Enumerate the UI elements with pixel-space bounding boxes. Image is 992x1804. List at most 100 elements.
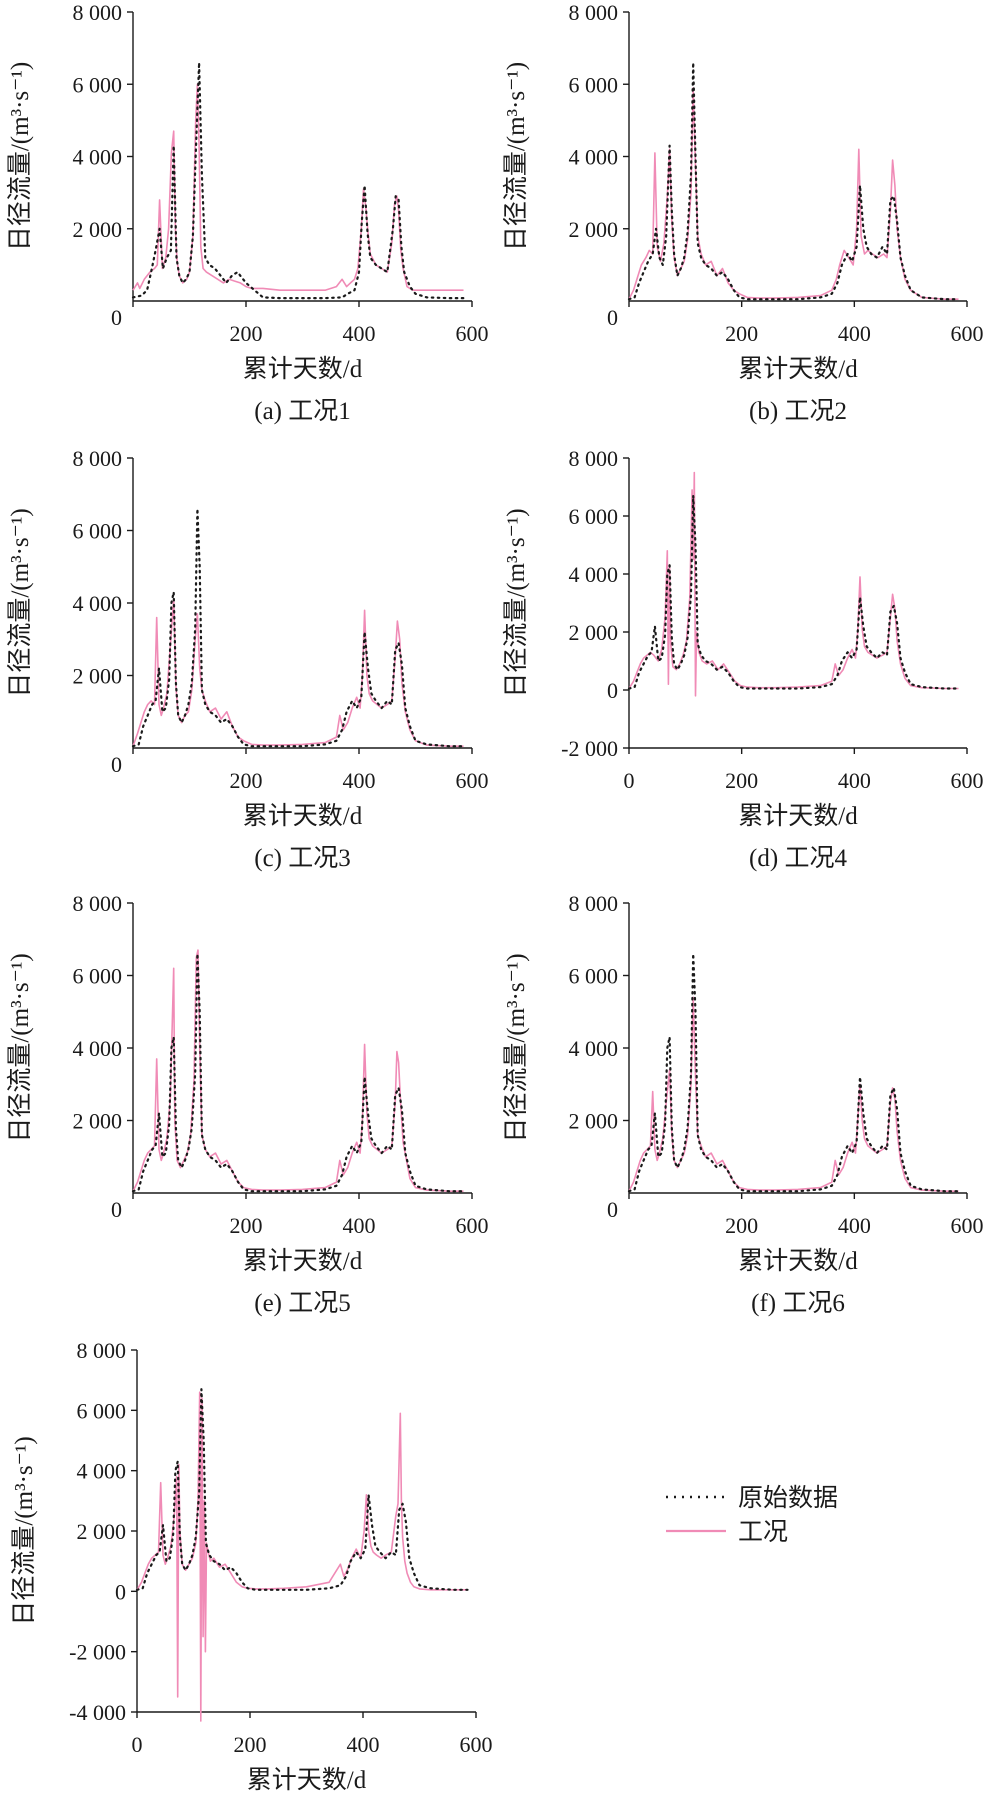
y-tick-label: 4 000 <box>569 1036 619 1061</box>
x-tick-label: 600 <box>951 1213 984 1238</box>
y-tick-label: 0 <box>607 678 618 703</box>
y-tick-label: 8 000 <box>569 0 619 25</box>
series-original-line <box>627 61 960 301</box>
series-case-line <box>628 996 959 1192</box>
x-tick-label: 200 <box>725 1213 758 1238</box>
series-original-line <box>627 952 960 1193</box>
legend: 原始数据 工况 <box>666 1484 838 1546</box>
origin-label: 0 <box>111 752 122 777</box>
x-tick-label: 600 <box>951 321 984 346</box>
y-axis-title: 日径流量/(m³·s⁻¹) <box>6 508 34 697</box>
panel-caption: (c) 工况3 <box>254 845 351 872</box>
y-tick-label: 6 000 <box>73 964 123 989</box>
y-tick-label: -2 000 <box>561 736 618 761</box>
x-tick-label: 600 <box>456 321 489 346</box>
x-tick-label: 400 <box>838 321 871 346</box>
y-tick-label: 8 000 <box>73 446 123 471</box>
y-tick-label: 2 000 <box>569 1109 619 1134</box>
chart-panels: 2 000 4 000 6 000 8 000 0 200 400 600 累计天数/d 日径流量… <box>6 0 984 1794</box>
series-case-line <box>132 949 464 1192</box>
legend-case-label: 工况 <box>738 1519 788 1546</box>
y-axis-title: 日径流量/(m³·s⁻¹) <box>502 62 530 251</box>
y-tick-label: 2 000 <box>73 664 123 689</box>
y-tick-label: 6 000 <box>569 504 619 529</box>
x-tick-label: 400 <box>347 1732 380 1757</box>
y-tick-label: 6 000 <box>73 72 123 97</box>
series-original-line <box>627 494 960 690</box>
y-tick-label: 6 000 <box>569 72 619 97</box>
x-axis-title: 累计天数/d <box>247 1766 367 1794</box>
x-tick-label: 600 <box>456 1213 489 1238</box>
y-tick-label: 6 000 <box>73 519 123 544</box>
y-axis-title: 日径流量/(m³·s⁻¹) <box>6 953 34 1142</box>
series-case-line <box>628 471 959 697</box>
origin-label: 0 <box>111 1197 122 1222</box>
y-tick-label: 8 000 <box>73 891 123 916</box>
x-tick-label: 400 <box>838 768 871 793</box>
x-tick-label: 0 <box>132 1732 143 1757</box>
x-axis-title: 累计天数/d <box>243 802 363 830</box>
y-tick-label: 6 000 <box>77 1398 127 1423</box>
chart-panel-7: -4 000 -2 000 0 2 000 4 000 6 000 8 000 0 200 400… <box>10 1338 493 1794</box>
series-original-line <box>131 952 465 1193</box>
series-original-line <box>135 1388 469 1591</box>
y-axis-title: 日径流量/(m³·s⁻¹) <box>6 62 34 251</box>
y-tick-label: 8 000 <box>569 446 619 471</box>
origin-label: 0 <box>607 1197 618 1222</box>
y-tick-label: 2 000 <box>73 1109 123 1134</box>
series-case-line <box>136 1391 468 1722</box>
series-case-line <box>628 87 959 301</box>
chart-panel-6: 2 000 4 000 6 000 8 000 0 200 400 600 累计天数/d 日径流量… <box>502 891 984 1317</box>
y-tick-label: 8 000 <box>73 0 123 25</box>
x-axis-title: 累计天数/d <box>738 355 858 383</box>
y-tick-label: 6 000 <box>569 964 619 989</box>
y-tick-label: 2 000 <box>569 217 619 242</box>
x-tick-label: 400 <box>343 321 376 346</box>
x-tick-label: 0 <box>624 768 635 793</box>
origin-label: 0 <box>607 305 618 330</box>
x-tick-label: 400 <box>838 1213 871 1238</box>
chart-panel-1: 2 000 4 000 6 000 8 000 0 200 400 600 累计天数/d 日径流量… <box>6 0 489 425</box>
x-tick-label: 600 <box>456 768 489 793</box>
y-tick-label: 2 000 <box>77 1519 127 1544</box>
x-tick-label: 200 <box>725 321 758 346</box>
y-tick-label: 0 <box>115 1579 126 1604</box>
x-axis-title: 累计天数/d <box>738 802 858 830</box>
x-tick-label: 200 <box>234 1732 267 1757</box>
x-axis-title: 累计天数/d <box>243 355 363 383</box>
y-axis-title: 日径流量/(m³·s⁻¹) <box>502 508 530 697</box>
x-tick-label: 600 <box>460 1732 493 1757</box>
x-tick-label: 400 <box>343 1213 376 1238</box>
panel-caption: (e) 工况5 <box>254 1290 351 1317</box>
y-tick-label: 4 000 <box>73 1036 123 1061</box>
legend-original-label: 原始数据 <box>738 1484 838 1512</box>
y-axis-title: 日径流量/(m³·s⁻¹) <box>10 1436 38 1625</box>
panel-caption: (b) 工况2 <box>749 398 847 425</box>
y-tick-label: 4 000 <box>73 145 123 170</box>
y-tick-label: 8 000 <box>77 1338 127 1363</box>
x-tick-label: 200 <box>230 768 263 793</box>
chart-panel-2: 2 000 4 000 6 000 8 000 0 200 400 600 累计天数/d 日径流量… <box>502 0 984 425</box>
y-axis-title: 日径流量/(m³·s⁻¹) <box>502 953 530 1142</box>
x-tick-label: 200 <box>725 768 758 793</box>
series-original-line <box>131 61 465 300</box>
x-axis-title: 累计天数/d <box>738 1247 858 1275</box>
x-tick-label: 600 <box>951 768 984 793</box>
y-tick-label: 4 000 <box>569 145 619 170</box>
series-case-line <box>132 83 464 292</box>
panel-caption: (d) 工况4 <box>749 845 847 872</box>
series-case-line <box>132 598 464 748</box>
y-tick-label: 4 000 <box>569 562 619 587</box>
origin-label: 0 <box>111 305 122 330</box>
x-tick-label: 200 <box>230 321 263 346</box>
y-tick-label: -4 000 <box>69 1700 126 1725</box>
chart-panel-3: 2 000 4 000 6 000 8 000 0 200 400 600 累计天数/d 日径流量… <box>6 446 489 872</box>
panel-caption: (f) 工况6 <box>751 1290 845 1317</box>
x-tick-label: 400 <box>343 768 376 793</box>
y-tick-label: -2 000 <box>69 1640 126 1665</box>
x-axis-title: 累计天数/d <box>243 1247 363 1275</box>
y-tick-label: 2 000 <box>73 217 123 242</box>
chart-panel-5: 2 000 4 000 6 000 8 000 0 200 400 600 累计天数/d 日径流量… <box>6 891 489 1317</box>
